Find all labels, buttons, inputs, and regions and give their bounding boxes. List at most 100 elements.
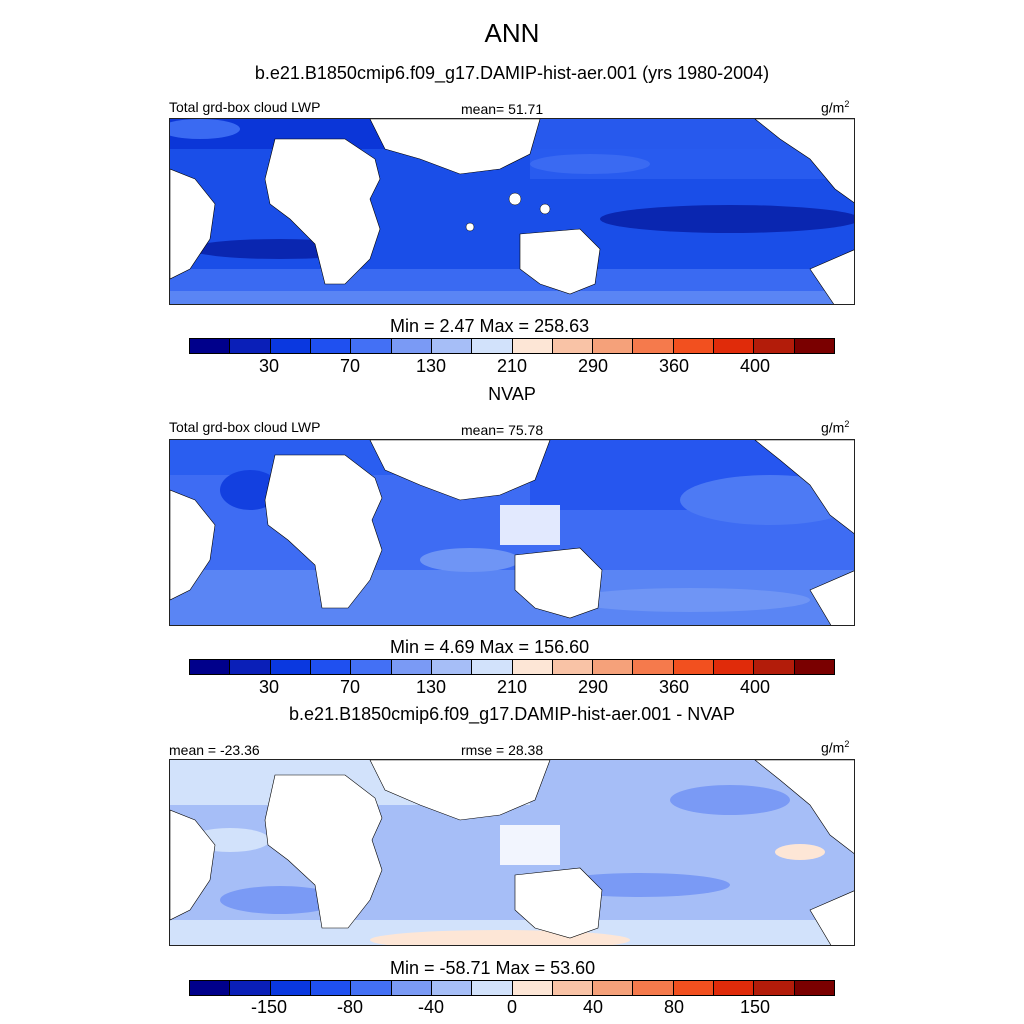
panel3-tick: -150 bbox=[250, 997, 288, 1017]
panel3-units: g/m2 bbox=[821, 739, 849, 756]
cbar-box bbox=[714, 981, 755, 995]
panel3-colorbar bbox=[189, 980, 835, 996]
panel1-units: g/m2 bbox=[821, 99, 849, 116]
panel1-left-label: Total grd-box cloud LWP bbox=[169, 99, 321, 115]
panel3-tick: 80 bbox=[663, 997, 685, 1017]
panel3-tick: -80 bbox=[336, 997, 363, 1017]
panel2-tick: 360 bbox=[658, 677, 690, 697]
panel1-map bbox=[169, 118, 855, 305]
land-south-america bbox=[170, 168, 216, 280]
panel2-tick: 210 bbox=[496, 677, 528, 697]
panel1-colorbar bbox=[189, 338, 835, 354]
cbar-box bbox=[230, 981, 271, 995]
cbar-box bbox=[190, 660, 231, 674]
cbar-box bbox=[633, 660, 674, 674]
cbar-box bbox=[431, 339, 473, 353]
cbar-box bbox=[431, 660, 473, 674]
cbar-box bbox=[472, 660, 513, 674]
panel2-minmax: Min = 4.69 Max = 156.60 bbox=[390, 637, 590, 657]
panel1-tick: 290 bbox=[577, 356, 609, 376]
panel1-tick: 30 bbox=[258, 356, 280, 376]
panel3-units-base: g/m bbox=[821, 739, 845, 756]
panel1-tick: 210 bbox=[496, 356, 528, 376]
cbar-box bbox=[552, 339, 594, 353]
land-eurasia bbox=[369, 119, 541, 175]
panel3-title: b.e21.B1850cmip6.f09_g17.DAMIP-hist-aer.… bbox=[289, 704, 735, 724]
cbar-box bbox=[633, 981, 674, 995]
panel1-mean-label: mean= 51.71 bbox=[461, 101, 544, 117]
cbar-box bbox=[351, 339, 392, 353]
land-north-america bbox=[754, 119, 854, 203]
panel2-units: g/m2 bbox=[821, 419, 849, 436]
cbar-box bbox=[391, 339, 432, 353]
cbar-box bbox=[190, 981, 231, 995]
panel3-map bbox=[169, 759, 855, 946]
panel1-tick: 400 bbox=[739, 356, 771, 376]
cbar-box bbox=[593, 339, 634, 353]
cbar-box bbox=[633, 339, 674, 353]
panel2-units-base: g/m bbox=[821, 419, 845, 436]
cbar-box bbox=[310, 660, 352, 674]
panel3-units-sup: 2 bbox=[844, 739, 850, 749]
panel3-tick: -40 bbox=[417, 997, 444, 1017]
cbar-box bbox=[351, 981, 392, 995]
panel3-rmse-label: rmse = 28.38 bbox=[461, 742, 544, 758]
panel3-tick: 40 bbox=[582, 997, 604, 1017]
cbar-box bbox=[190, 339, 231, 353]
cbar-box bbox=[270, 660, 311, 674]
cbar-box bbox=[391, 660, 432, 674]
cbar-box bbox=[512, 660, 553, 674]
cbar-box bbox=[270, 339, 311, 353]
cbar-box bbox=[310, 339, 352, 353]
cbar-box bbox=[673, 660, 715, 674]
land-africa bbox=[264, 138, 381, 285]
model-subtitle: b.e21.B1850cmip6.f09_g17.DAMIP-hist-aer.… bbox=[254, 63, 770, 83]
panel2-mean-label: mean= 75.78 bbox=[461, 422, 544, 438]
cbar-box bbox=[552, 660, 594, 674]
panel1-tick: 130 bbox=[415, 356, 447, 376]
cbar-box bbox=[270, 981, 311, 995]
panel2-tick: 70 bbox=[339, 677, 361, 697]
cbar-box bbox=[230, 339, 271, 353]
panel2-title: NVAP bbox=[488, 384, 536, 404]
cbar-box bbox=[431, 981, 473, 995]
panel2-tick: 400 bbox=[739, 677, 771, 697]
cbar-box bbox=[754, 339, 795, 353]
panel2-tick: 30 bbox=[258, 677, 280, 697]
panel1-tick: 360 bbox=[658, 356, 690, 376]
panel1-minmax: Min = 2.47 Max = 258.63 bbox=[390, 316, 590, 336]
cbar-box bbox=[310, 981, 352, 995]
cbar-box bbox=[472, 981, 513, 995]
cbar-box bbox=[794, 981, 834, 995]
panel2-units-sup: 2 bbox=[844, 419, 850, 429]
panel3-minmax: Min = -58.71 Max = 53.60 bbox=[390, 958, 596, 978]
cbar-box bbox=[714, 339, 755, 353]
cbar-box bbox=[552, 981, 594, 995]
panel2-tick: 290 bbox=[577, 677, 609, 697]
cbar-box bbox=[673, 339, 715, 353]
cbar-box bbox=[673, 981, 715, 995]
panel1-tick: 70 bbox=[339, 356, 361, 376]
cbar-box bbox=[512, 339, 553, 353]
cbar-box bbox=[230, 660, 271, 674]
cbar-box bbox=[472, 339, 513, 353]
cbar-box bbox=[754, 981, 795, 995]
panel3-mean-label: mean = -23.36 bbox=[169, 742, 260, 758]
cbar-box bbox=[512, 981, 553, 995]
panel2-map bbox=[169, 439, 855, 626]
panel3-tick: 150 bbox=[739, 997, 771, 1017]
cbar-box bbox=[754, 660, 795, 674]
cbar-box bbox=[593, 660, 634, 674]
main-title: ANN bbox=[484, 18, 540, 48]
cbar-box bbox=[351, 660, 392, 674]
cbar-box bbox=[593, 981, 634, 995]
panel2-colorbar bbox=[189, 659, 835, 675]
panel2-tick: 130 bbox=[415, 677, 447, 697]
panel3-tick: 0 bbox=[506, 997, 517, 1017]
cbar-box bbox=[794, 339, 834, 353]
panel2-left-label: Total grd-box cloud LWP bbox=[169, 419, 321, 435]
land-australia bbox=[519, 228, 601, 295]
cbar-box bbox=[391, 981, 432, 995]
cbar-box bbox=[794, 660, 834, 674]
cbar-box bbox=[714, 660, 755, 674]
